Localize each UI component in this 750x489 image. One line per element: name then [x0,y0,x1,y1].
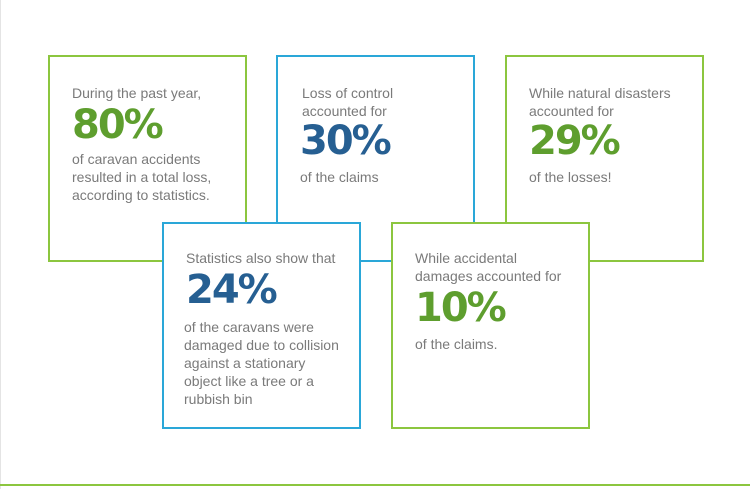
desc-line: of the caravans were [184,319,314,335]
card-description-text: of the claims. [415,335,497,353]
desc-line: rubbish bin [184,391,253,407]
stat-card-collision: Statistics also show that 24% of the car… [162,222,361,429]
desc-line: according to statistics. [72,187,210,203]
desc-line: of the losses! [529,169,612,185]
card-description-text: of the losses! [529,168,612,186]
intro-line: While accidental [415,250,517,266]
desc-line: object like a tree or a [184,373,314,389]
intro-line: Statistics also show that [186,250,336,266]
card-description-text: of the claims [300,168,379,186]
intro-line: Loss of control [302,85,394,101]
card-intro-text: Statistics also show that [186,249,335,267]
stat-value: 29% [529,118,621,164]
stat-value: 24% [186,267,278,313]
card-intro-text: During the past year, [72,84,201,102]
left-frame-border [0,0,1,489]
stat-value: 80% [72,102,164,148]
desc-line: damaged due to collision [184,337,339,353]
card-intro-text: While natural disasters accounted for [529,84,671,120]
desc-line: resulted in a total loss, [72,169,212,185]
stat-value: 30% [300,118,392,164]
intro-line: During the past year, [72,85,202,101]
stat-card-total-loss: During the past year, 80% of caravan acc… [48,55,247,262]
bottom-divider [0,484,750,486]
card-intro-text: Loss of control accounted for [302,84,393,120]
stat-value: 10% [415,285,507,331]
intro-line: While natural disasters [529,85,671,101]
desc-line: of the claims. [415,336,498,352]
card-description-text: of the caravans were damaged due to coll… [184,318,339,408]
desc-line: of caravan accidents [72,151,201,167]
card-description-text: of caravan accidents resulted in a total… [72,150,211,204]
stat-card-accidental-damages: While accidental damages accounted for 1… [391,222,590,429]
desc-line: against a stationary [184,355,306,371]
intro-line: accounted for [302,103,387,119]
card-intro-text: While accidental damages accounted for [415,249,561,285]
desc-line: of the claims [300,169,379,185]
intro-line: accounted for [529,103,614,119]
intro-line: damages accounted for [415,268,562,284]
